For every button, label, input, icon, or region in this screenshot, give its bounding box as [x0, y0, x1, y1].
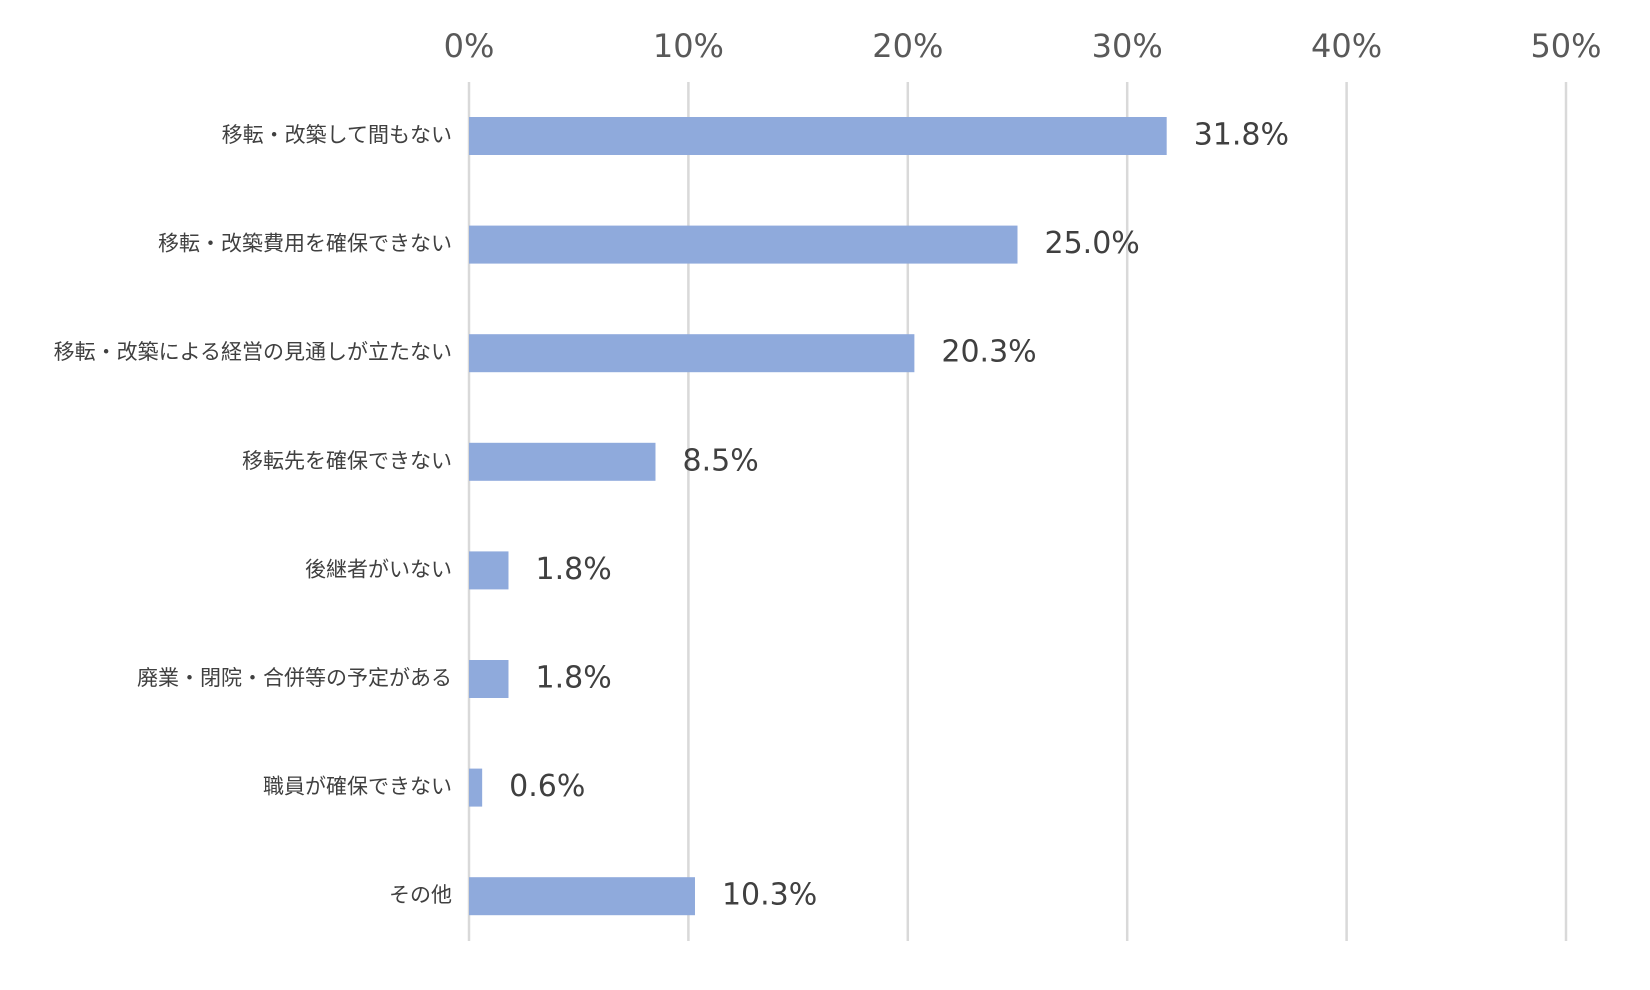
- value-label: 1.8%: [535, 661, 611, 696]
- x-tick-label: 20%: [872, 27, 943, 65]
- bar: [469, 877, 695, 916]
- value-label: 0.6%: [509, 769, 585, 804]
- y-tick-label: 移転先を確保できない: [242, 449, 452, 473]
- y-tick-label: 移転・改築費用を確保できない: [158, 232, 452, 256]
- bar: [469, 768, 483, 807]
- bar: [469, 117, 1167, 155]
- bar: [469, 660, 509, 698]
- y-tick-label: 職員が確保できない: [263, 775, 452, 799]
- x-tick-label: 40%: [1311, 27, 1382, 65]
- x-tick-label: 10%: [653, 27, 724, 65]
- x-tick-label: 50%: [1530, 27, 1601, 65]
- x-tick-label: 0%: [444, 27, 495, 65]
- value-label: 20.3%: [941, 335, 1036, 370]
- value-label: 8.5%: [682, 443, 758, 478]
- value-label: 25.0%: [1045, 226, 1140, 261]
- y-tick-label: 後継者がいない: [305, 557, 452, 581]
- x-tick-label: 30%: [1092, 27, 1163, 65]
- value-label: 10.3%: [722, 878, 817, 913]
- y-tick-label: 廃業・閉院・合併等の予定がある: [137, 666, 452, 690]
- value-label: 31.8%: [1194, 118, 1289, 153]
- y-tick-label: その他: [389, 883, 452, 907]
- bar: [469, 442, 656, 481]
- bar: [469, 334, 915, 373]
- bar: [469, 551, 509, 590]
- bar: [469, 225, 1018, 264]
- y-tick-label: 移転・改築による経営の見通しが立たない: [54, 340, 452, 364]
- value-label: 1.8%: [535, 552, 611, 587]
- y-tick-label: 移転・改築して間もない: [222, 123, 452, 147]
